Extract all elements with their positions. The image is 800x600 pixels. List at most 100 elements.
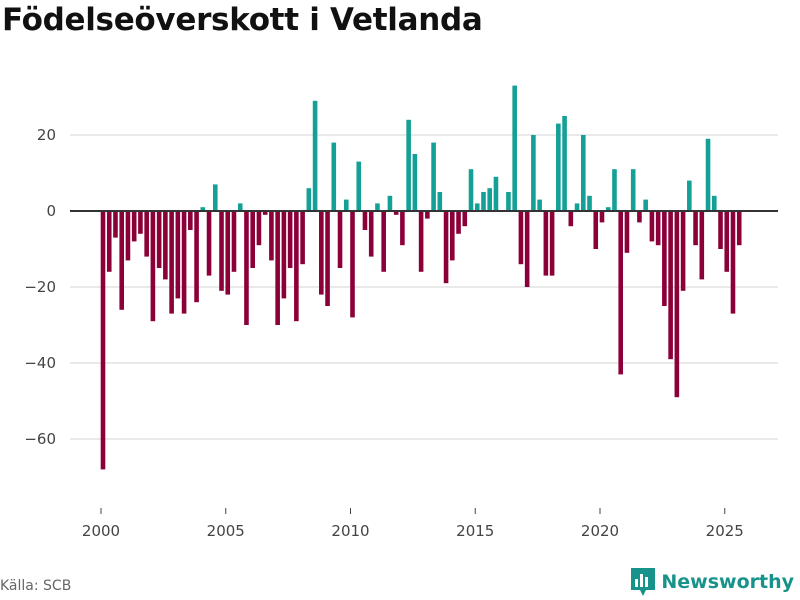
- x-tick-label: 2010: [331, 522, 369, 540]
- bar: [450, 211, 455, 261]
- bar: [319, 211, 324, 295]
- bar: [350, 211, 355, 318]
- y-tick-label: −60: [24, 430, 56, 448]
- bar: [556, 123, 561, 211]
- x-tick-label: 2020: [581, 522, 619, 540]
- bar: [518, 211, 524, 265]
- bar: [256, 211, 262, 246]
- bar: [362, 211, 368, 230]
- bar: [200, 207, 206, 211]
- x-tick-label: 2005: [207, 522, 245, 540]
- bar: [212, 184, 218, 211]
- bar: [119, 211, 125, 310]
- source-label: Källa: SCB: [0, 578, 72, 594]
- bar: [580, 135, 586, 211]
- bar: [150, 211, 156, 322]
- chart-title: Födelseöverskott i Vetlanda: [2, 2, 483, 38]
- bar: [194, 211, 199, 303]
- bar: [206, 211, 212, 276]
- bar: [699, 211, 705, 280]
- bar: [325, 211, 330, 306]
- bar: [593, 211, 599, 249]
- bar: [231, 211, 237, 272]
- bar: [662, 211, 667, 306]
- bar: [537, 199, 542, 211]
- bar: [437, 192, 443, 211]
- y-tick-label: −20: [24, 278, 56, 296]
- bar: [730, 211, 736, 314]
- x-tick-label: 2025: [706, 522, 744, 540]
- bar: [431, 142, 436, 211]
- bar: [387, 195, 393, 211]
- y-tick-label: −40: [24, 354, 56, 372]
- bar: [524, 211, 530, 287]
- bar: [618, 211, 624, 375]
- bar: [562, 116, 567, 211]
- bar: [337, 211, 343, 268]
- bar: [287, 211, 293, 268]
- bar: [237, 203, 243, 211]
- bar: [418, 211, 424, 272]
- bar: [375, 203, 380, 211]
- bar: [181, 211, 187, 314]
- bar: [512, 85, 517, 211]
- bar: [275, 211, 280, 325]
- bar: [711, 195, 717, 211]
- logo-chart-icon: [631, 568, 656, 596]
- x-tick-label: 2015: [456, 522, 494, 540]
- bar: [163, 211, 168, 280]
- bar: [587, 195, 592, 211]
- bar: [655, 211, 661, 246]
- bar: [406, 119, 411, 211]
- gridlines: [70, 134, 778, 440]
- bar: [300, 211, 305, 265]
- bar: [412, 154, 418, 211]
- bar: [281, 211, 287, 299]
- bar: [425, 211, 430, 219]
- x-axis-ticks: 2000 2005 2010 2015 2020 2025: [82, 508, 744, 540]
- bar: [543, 211, 549, 276]
- bar: [144, 211, 149, 257]
- bar: [668, 211, 673, 360]
- bar: [456, 211, 461, 234]
- bar: [687, 180, 692, 211]
- bar: [612, 169, 617, 211]
- x-tick-label: 2000: [82, 522, 120, 540]
- bar: [643, 199, 648, 211]
- bar: [294, 211, 299, 322]
- bar: [125, 211, 131, 261]
- bar: [724, 211, 730, 272]
- bar: [493, 176, 499, 211]
- bars: [100, 85, 742, 470]
- bar: [356, 161, 362, 211]
- bar: [381, 211, 386, 272]
- bar: [462, 211, 468, 227]
- bar: [100, 211, 106, 470]
- bar: [468, 169, 474, 211]
- bar: [393, 211, 399, 215]
- bar: [269, 211, 274, 261]
- bar-chart: 20 0 −20 −40 −60 2000 2005 2010 2015 2020 2025: [24, 85, 778, 540]
- bar: [487, 188, 493, 211]
- bar: [188, 211, 193, 230]
- y-tick-label: 20: [37, 126, 56, 144]
- bar: [219, 211, 224, 291]
- bar: [331, 142, 337, 211]
- bar: [312, 100, 318, 211]
- bar: [250, 211, 255, 268]
- bar: [630, 169, 636, 211]
- newsworthy-logo[interactable]: Newsworthy: [631, 568, 794, 596]
- y-tick-label: 0: [46, 202, 56, 220]
- bar: [736, 211, 742, 246]
- bar: [443, 211, 449, 284]
- bar: [306, 188, 312, 211]
- bar: [637, 211, 642, 223]
- bar: [649, 211, 655, 242]
- bar: [169, 211, 174, 314]
- bar: [474, 203, 480, 211]
- bar: [531, 135, 536, 211]
- bar: [262, 211, 268, 215]
- bar: [674, 211, 680, 398]
- y-axis-ticks: 20 0 −20 −40 −60: [24, 126, 56, 448]
- bar: [549, 211, 555, 276]
